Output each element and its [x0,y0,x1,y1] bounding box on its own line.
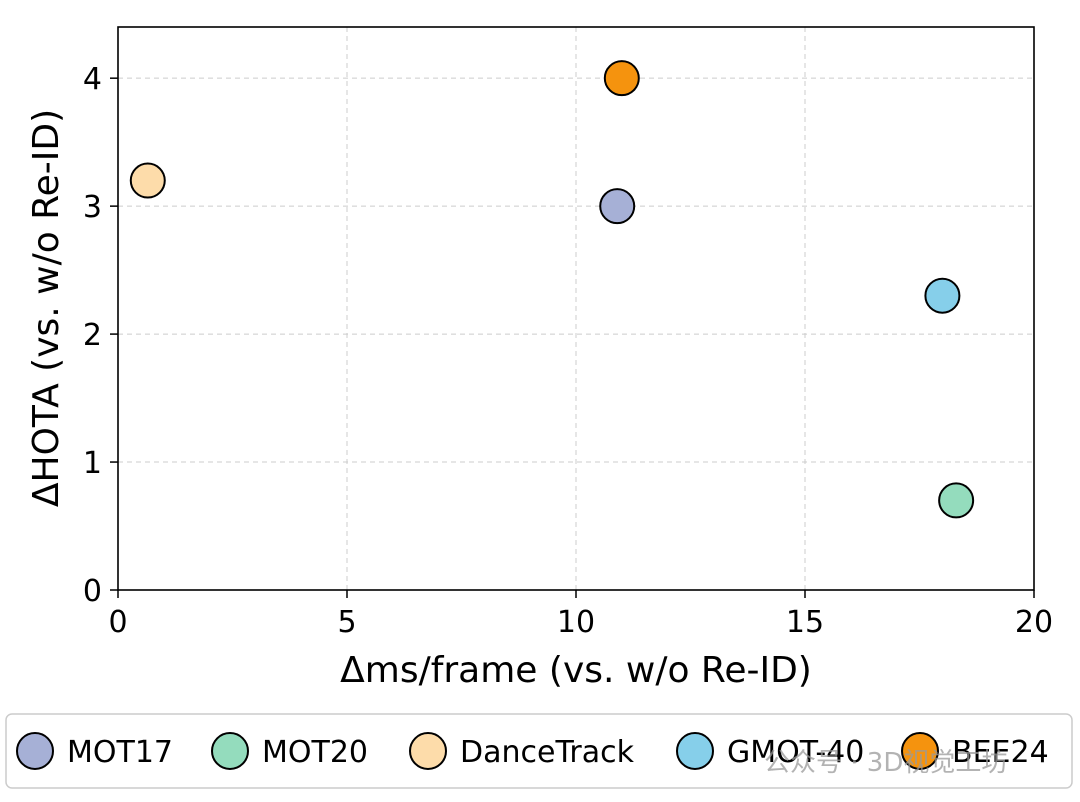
x-tick-label: 10 [557,605,595,640]
point-gmot-40 [924,277,961,314]
legend-label-dancetrack: DanceTrack [460,735,635,770]
y-tick-label: 4 [83,62,102,97]
legend-marker-mot20 [211,732,249,770]
legend-frame [5,713,1073,789]
x-tick-label: 15 [786,605,824,640]
data-points [129,60,975,519]
legend-marker-gmot-40 [676,732,714,770]
legend: MOT17 MOT20 DanceTrack GMOT-40 BEE24 [5,713,1073,789]
point-mot20 [938,482,975,519]
point-dancetrack [129,162,166,199]
legend-label-mot17: MOT17 [67,735,173,770]
legend-marker-bee24 [901,732,939,770]
legend-marker-dancetrack [409,732,447,770]
y-tick-label: 2 [83,318,102,353]
axis-ticks: 0 5 10 15 20 0 1 2 3 4 [83,62,1053,640]
watermark-text: 公众号 · 3D视觉工坊 [764,748,1007,778]
x-tick-label: 0 [108,605,127,640]
legend-label-gmot-40: GMOT-40 [727,735,864,770]
x-tick-label: 20 [1015,605,1053,640]
legend-label-bee24: BEE24 [952,735,1049,770]
y-tick-label: 0 [83,574,102,609]
point-bee24 [603,60,640,97]
y-axis-label: ΔHOTA (vs. w/o Re-ID) [26,109,67,507]
legend-marker-mot17 [16,732,54,770]
legend-label-mot20: MOT20 [262,735,368,770]
grid-lines [117,27,1035,591]
x-tick-label: 5 [337,605,356,640]
y-tick-label: 1 [83,446,102,481]
point-mot17 [599,188,636,225]
y-tick-label: 3 [83,190,102,225]
x-axis-label: Δms/frame (vs. w/o Re-ID) [340,650,812,691]
